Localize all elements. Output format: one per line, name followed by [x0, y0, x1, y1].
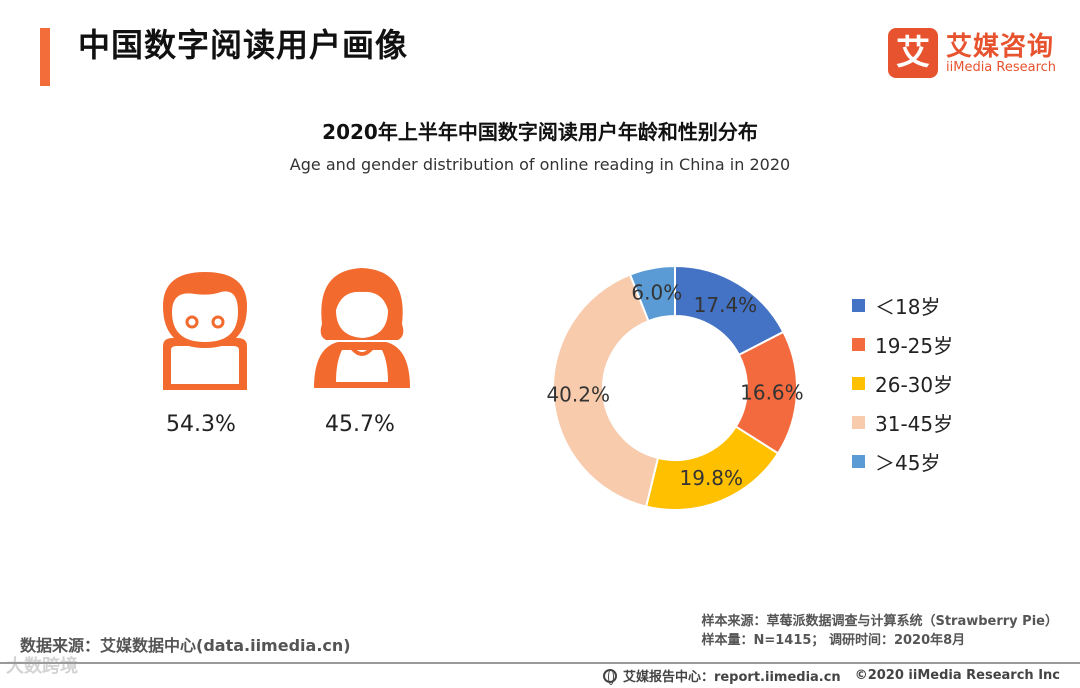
legend-swatch [852, 299, 865, 312]
slice-label: 6.0% [631, 281, 682, 305]
age-donut-chart: 17.4% 16.6% 19.8% 40.2% 6.0% [546, 264, 804, 511]
sample-source: 样本来源：草莓派数据调查与计算系统（Strawberry Pie） [701, 614, 1058, 629]
logo-mark-icon: 艾 [888, 28, 938, 78]
slice-label: 19.8% [680, 466, 744, 490]
iimedia-logo[interactable]: 艾 艾媒咨询 iiMedia Research [888, 26, 1068, 82]
globe-icon [602, 668, 617, 685]
slice-31-45 [552, 273, 660, 508]
slice-label: 16.6% [740, 380, 804, 404]
legend-item-26-30: 26-30岁 [852, 364, 953, 403]
legend-label: ＜18岁 [875, 295, 941, 319]
chart-subtitle: Age and gender distribution of online re… [289, 155, 791, 174]
legend-label: 31-45岁 [875, 412, 954, 436]
chart-legend: ＜18岁 19-25岁 26-30岁 31-45岁 ＞45岁 [852, 286, 953, 481]
copyright: ©2020 iiMedia Research Inc [854, 668, 1060, 683]
legend-item-31-45: 31-45岁 [852, 403, 953, 442]
male-user-icon [163, 272, 247, 390]
data-source: 数据来源：艾媒数据中心(data.iimedia.cn) [20, 636, 351, 655]
sample-size: 样本量：N=1415； 调研时间：2020年8月 [701, 633, 966, 648]
sample-info: 样本来源：草莓派数据调查与计算系统（Strawberry Pie） 样本量：N=… [701, 612, 1058, 650]
footer-divider [0, 662, 1080, 664]
page-title: 中国数字阅读用户画像 [78, 26, 409, 64]
legend-item-19-25: 19-25岁 [852, 325, 953, 364]
slice-over-45 [628, 264, 676, 323]
slice-label: 40.2% [546, 383, 610, 407]
legend-item-under-18: ＜18岁 [852, 286, 953, 325]
legend-swatch [852, 338, 865, 351]
legend-swatch [852, 416, 865, 429]
legend-label: 26-30岁 [875, 373, 954, 397]
title-accent-bar [40, 28, 50, 86]
female-percentage: 45.7% [325, 412, 395, 437]
slice-label: 17.4% [694, 293, 758, 317]
logo-english-text: iiMedia Research [946, 60, 1057, 75]
watermark: 大数跨境 [6, 656, 78, 677]
female-user-icon [314, 268, 410, 388]
legend-item-over-45: ＞45岁 [852, 442, 953, 481]
logo-chinese-text: 艾媒咨询 [946, 32, 1055, 62]
chart-title: 2020年上半年中国数字阅读用户年龄和性别分布 [322, 120, 758, 144]
legend-label: 19-25岁 [875, 334, 954, 358]
footer: 艾媒报告中心：report.iimedia.cn ©2020 iiMedia R… [602, 666, 1060, 685]
legend-swatch [852, 455, 865, 468]
legend-label: ＞45岁 [875, 451, 941, 475]
report-center-link[interactable]: 艾媒报告中心：report.iimedia.cn [622, 670, 841, 685]
legend-swatch [852, 377, 865, 390]
male-percentage: 54.3% [166, 412, 236, 437]
